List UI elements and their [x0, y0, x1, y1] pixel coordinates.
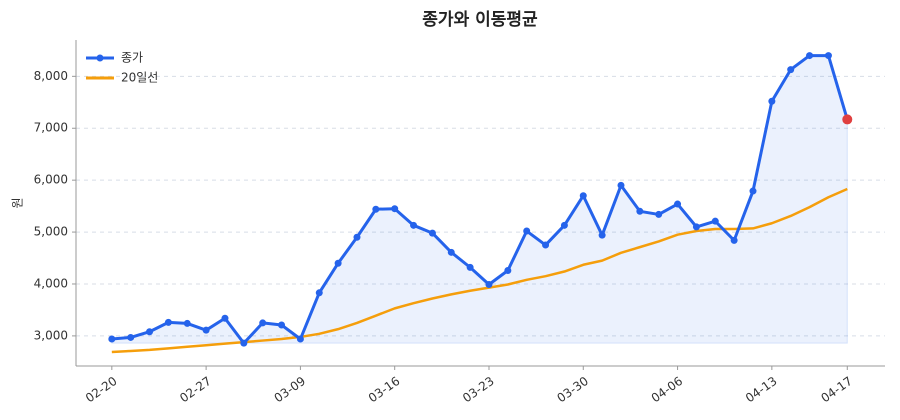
point [617, 181, 625, 189]
point [692, 223, 700, 231]
point [749, 187, 757, 195]
point [202, 326, 210, 334]
x-tick-label: 02-27 [177, 374, 214, 405]
point [146, 328, 154, 336]
point [824, 52, 832, 60]
point [334, 259, 342, 267]
point [711, 217, 719, 225]
point [391, 205, 399, 213]
point [315, 289, 323, 297]
point [655, 210, 663, 218]
x-tick-label: 04-13 [743, 374, 780, 405]
point [240, 339, 248, 347]
x-tick-label: 03-30 [554, 374, 591, 405]
y-axis-label: 원 [11, 197, 25, 208]
point [787, 66, 795, 74]
point [542, 241, 550, 249]
point [504, 266, 512, 274]
point [806, 52, 814, 60]
point [127, 333, 135, 341]
point [560, 221, 568, 229]
point [466, 263, 474, 271]
point [447, 248, 455, 256]
point [278, 321, 286, 329]
point [674, 200, 682, 208]
point [183, 319, 191, 327]
point [164, 318, 172, 326]
y-tick-label: 8,000 [34, 69, 68, 83]
y-tick-label: 4,000 [34, 276, 68, 290]
point [372, 205, 380, 213]
x-tick-label: 04-06 [649, 374, 686, 405]
legend-label: 20일선 [121, 71, 158, 85]
legend-label: 종가 [121, 51, 143, 65]
point [410, 221, 418, 229]
point [636, 207, 644, 215]
point [768, 97, 776, 105]
x-tick-label: 03-16 [366, 374, 403, 405]
x-tick-label: 03-09 [272, 374, 309, 405]
y-tick-label: 5,000 [34, 225, 68, 239]
y-tick-label: 3,000 [34, 328, 68, 342]
point [108, 335, 116, 343]
area [111, 55, 848, 344]
point [296, 335, 304, 343]
point [842, 114, 853, 125]
point [485, 281, 493, 288]
point [598, 231, 606, 239]
chart-title: 종가와 이동평균 [422, 10, 538, 30]
x-tick-label: 03-23 [460, 374, 497, 405]
y-tick-label: 6,000 [34, 173, 68, 187]
point [259, 319, 267, 327]
x-tick-label: 02-20 [83, 374, 120, 405]
legend-marker [96, 54, 104, 62]
point [523, 227, 531, 235]
point [221, 314, 229, 322]
point [353, 233, 361, 241]
point [428, 229, 436, 237]
point [730, 236, 738, 244]
point [579, 192, 587, 200]
y-tick-label: 7,000 [34, 121, 68, 135]
x-tick-label: 04-17 [818, 374, 855, 405]
series-line [111, 54, 849, 345]
